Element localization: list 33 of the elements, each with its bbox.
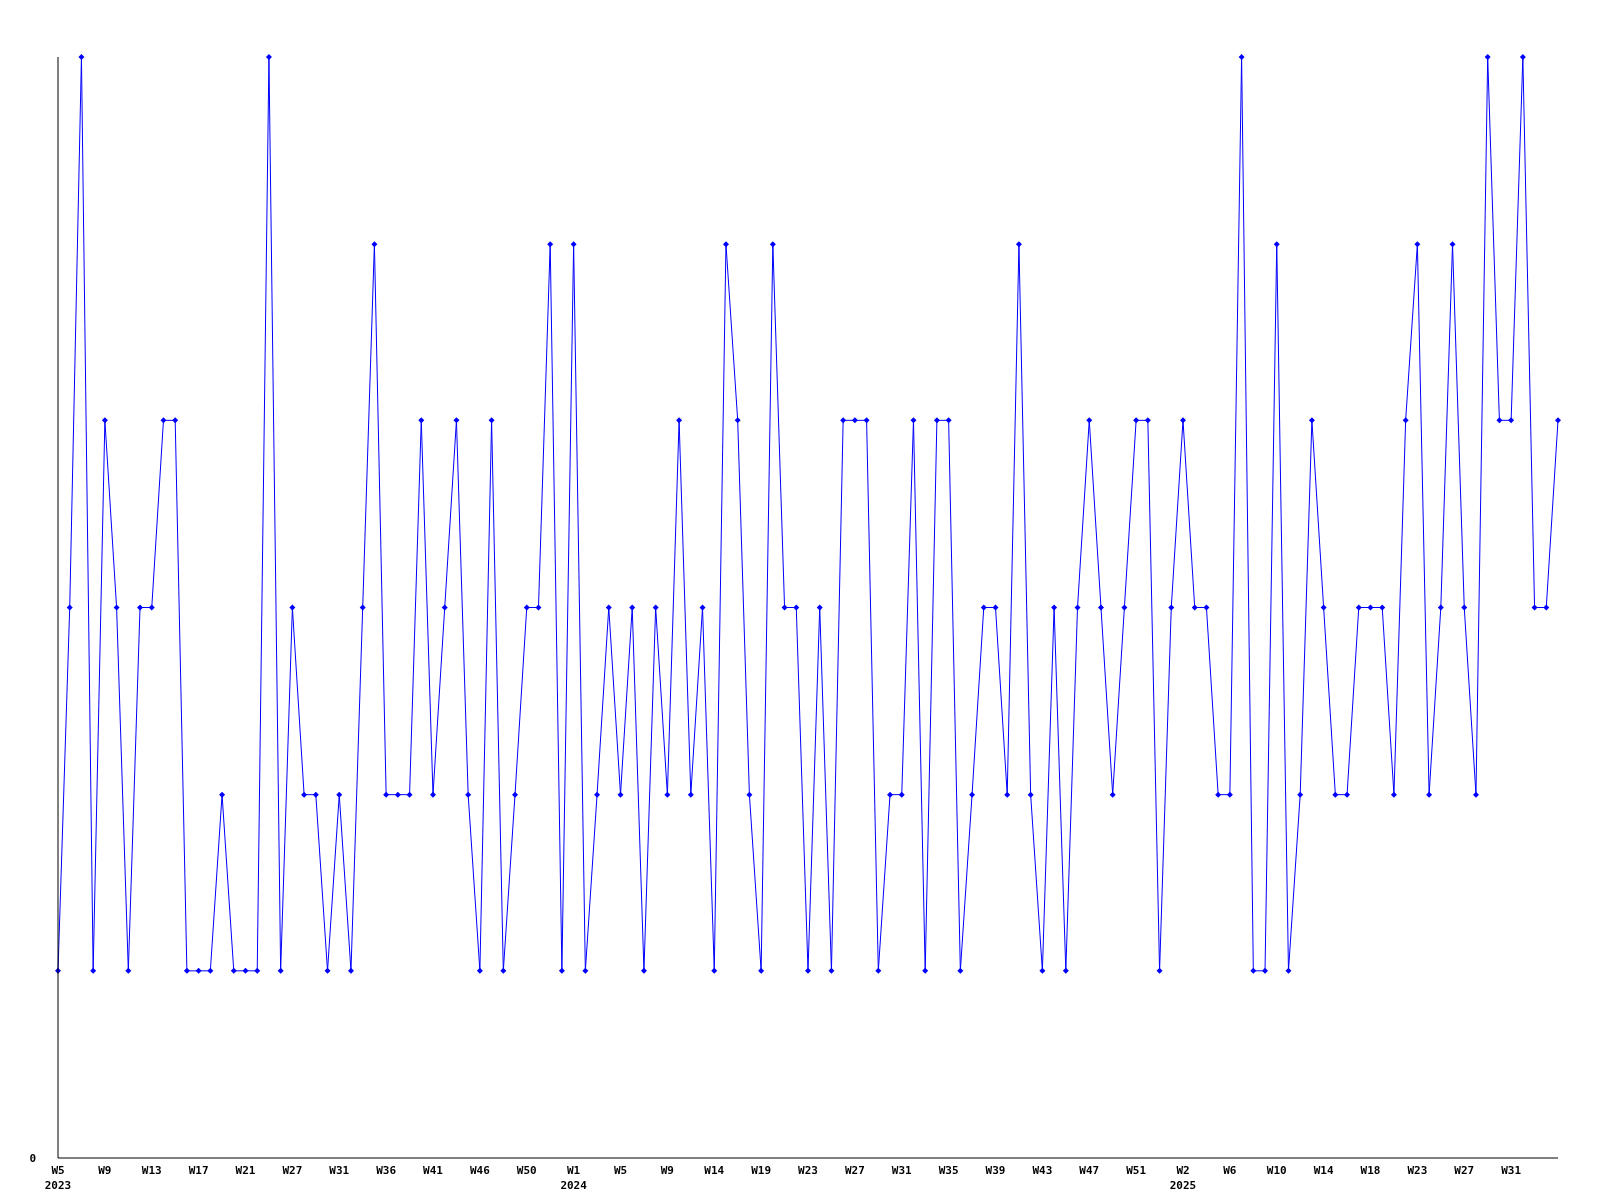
x-tick-label: W9 (98, 1164, 112, 1177)
x-tick-label: W23 (798, 1164, 818, 1177)
x-tick-label: W17 (188, 1164, 209, 1177)
x-tick-label: W41 (423, 1164, 444, 1177)
x-tick-label: W18 (1360, 1164, 1381, 1177)
x-tick-label: W35 (938, 1164, 959, 1177)
x-tick-label: W27 (844, 1164, 865, 1177)
x-tick-label: W10 (1266, 1164, 1287, 1177)
x-tick-label: W2 2025 (1169, 1164, 1197, 1192)
x-tick-label: W14 (704, 1164, 725, 1177)
x-tick-label: W39 (985, 1164, 1006, 1177)
x-tick-label: W27 (1454, 1164, 1475, 1177)
x-tick-label: W5 (613, 1164, 628, 1177)
x-tick-label: W6 (1223, 1164, 1237, 1177)
x-tick-label: W36 (376, 1164, 397, 1177)
x-tick-label: W5 2023 (44, 1164, 72, 1192)
x-tick-label: W9 (660, 1164, 674, 1177)
x-tick-label: W13 (141, 1164, 162, 1177)
x-tick-label: W47 (1079, 1164, 1100, 1177)
text: 0 (29, 1151, 36, 1165)
x-tick-label: W19 (751, 1164, 772, 1177)
x-tick-label: W31 (1501, 1164, 1522, 1177)
x-tick-label: W23 (1407, 1164, 1428, 1177)
x-tick-label: W51 (1126, 1164, 1147, 1177)
x-tick-label: W43 (1032, 1164, 1053, 1177)
x-tick-label: W14 (1313, 1164, 1334, 1177)
x-tick-label: W27 (282, 1164, 303, 1177)
x-tick-label: W31 (891, 1164, 913, 1177)
x-tick-label: W50 (516, 1164, 537, 1177)
x-tick-label: W31 (329, 1164, 350, 1177)
x-tick-label: W1 2024 (560, 1164, 588, 1192)
x-tick-label: W46 (469, 1164, 491, 1177)
x-tick-label: W21 (235, 1164, 256, 1177)
